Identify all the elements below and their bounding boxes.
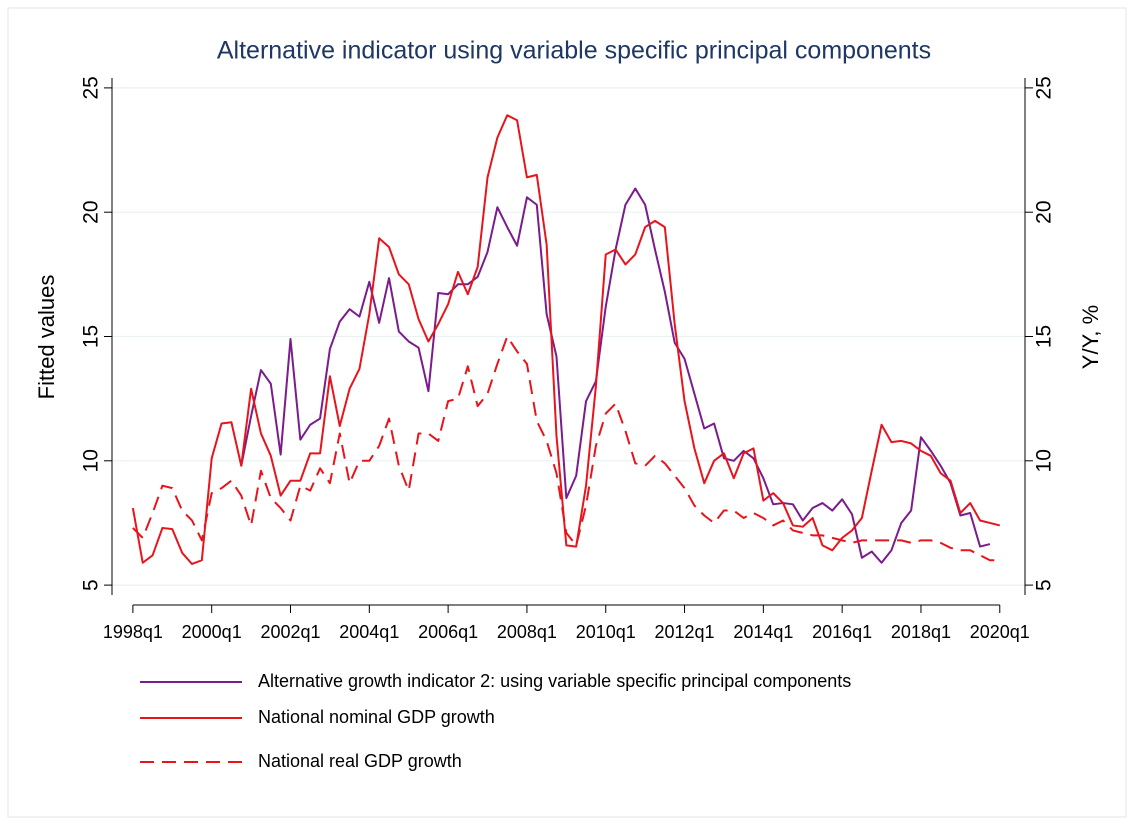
x-tick-label: 2018q1: [891, 622, 951, 642]
x-tick-label: 2004q1: [339, 622, 399, 642]
x-tick-label: 2012q1: [655, 622, 715, 642]
y-tick-label: 5: [80, 579, 103, 591]
y-tick-label: 20: [80, 201, 103, 224]
legend-label: National real GDP growth: [258, 751, 462, 771]
y-axis-title: Fitted values: [34, 275, 59, 400]
y-tick-label: 25: [80, 76, 103, 99]
y2-tick-label: 15: [1033, 325, 1056, 348]
y-tick-label: 10: [80, 449, 103, 472]
x-tick-label: 2002q1: [260, 622, 320, 642]
y-tick-label: 15: [80, 325, 103, 348]
x-tick-label: 2014q1: [733, 622, 793, 642]
y2-tick-label: 5: [1033, 579, 1056, 591]
x-tick-label: 2020q1: [970, 622, 1030, 642]
frame: [7, 7, 1127, 818]
x-tick-label: 2000q1: [182, 622, 242, 642]
x-tick-label: 2010q1: [576, 622, 636, 642]
x-tick-label: 1998q1: [103, 622, 163, 642]
y2-tick-label: 25: [1033, 76, 1056, 99]
x-tick-label: 2008q1: [497, 622, 557, 642]
x-tick-label: 2016q1: [812, 622, 872, 642]
y2-axis-title: Y/Y, %: [1078, 305, 1103, 369]
series-line: [132, 335, 1000, 562]
x-tick-label: 2006q1: [418, 622, 478, 642]
series-line: [131, 114, 1001, 565]
legend-label: National nominal GDP growth: [258, 707, 495, 727]
y2-tick-label: 20: [1033, 201, 1056, 224]
chart-title: Alternative indicator using variable spe…: [217, 37, 931, 65]
legend-label: Alternative growth indicator 2: using va…: [258, 671, 851, 691]
y2-tick-label: 10: [1033, 449, 1056, 472]
